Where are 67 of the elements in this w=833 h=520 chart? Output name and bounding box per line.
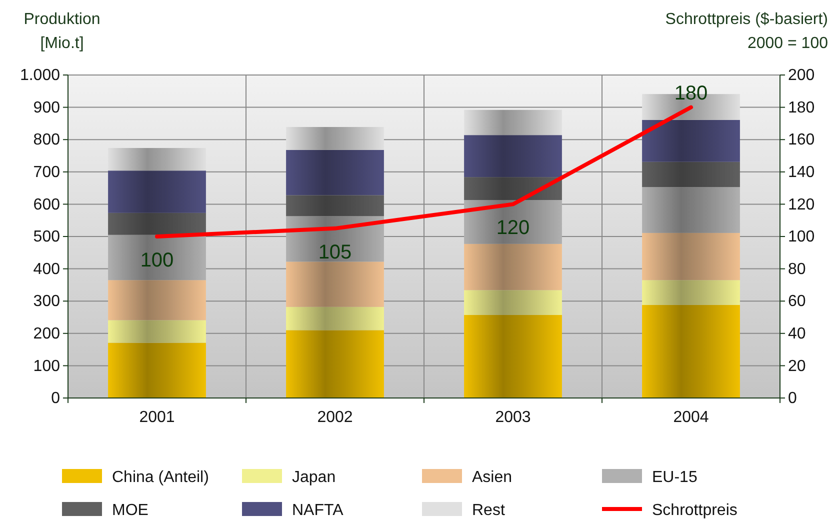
- legend-label: China (Anteil): [112, 469, 209, 486]
- y-tick-label: 800: [33, 132, 60, 149]
- y2-tick-label: 0: [788, 390, 797, 408]
- y2-tick-label: 160: [788, 132, 815, 149]
- y-axis-title: Produktion [Mio.t]: [24, 11, 100, 52]
- data-label: 120: [496, 217, 530, 240]
- y-tick-label: 700: [33, 164, 60, 182]
- y-tick-label: 900: [33, 99, 60, 116]
- y-tick-label: 400: [33, 260, 60, 278]
- bar: [108, 342, 206, 398]
- bar: [642, 187, 740, 233]
- bar: [464, 135, 562, 178]
- bar: [464, 290, 562, 315]
- data-label: 105: [318, 241, 352, 264]
- x-tick-label: 2001: [139, 408, 175, 426]
- legend-label: Rest: [472, 502, 506, 519]
- bar: [286, 262, 384, 307]
- bar: [464, 110, 562, 136]
- y-tick-label: 600: [33, 196, 60, 214]
- bar: [642, 280, 740, 305]
- x-tick-label: 2002: [317, 408, 353, 426]
- legend-label: Schrottpreis: [652, 502, 738, 519]
- bar: [108, 280, 206, 320]
- y2-tick-label: 80: [788, 260, 806, 278]
- y2-tick-label: 120: [788, 196, 815, 214]
- y2-axis-title: Schrottpreis ($-basiert) 2000 = 100: [665, 11, 828, 52]
- bar: [464, 314, 562, 398]
- data-label: 100: [140, 250, 174, 272]
- legend-label: Asien: [472, 469, 512, 486]
- y2-tick-label: 100: [788, 228, 815, 246]
- bar: [642, 232, 740, 280]
- bar: [642, 162, 740, 188]
- bar: [464, 177, 562, 200]
- legend-label: Japan: [292, 469, 336, 486]
- data-label: 180: [674, 82, 708, 104]
- y-tick-label: 1.000: [20, 67, 60, 84]
- y2-tick-label: 40: [788, 326, 806, 343]
- bar: [286, 127, 384, 150]
- x-tick-label: 2004: [673, 408, 709, 426]
- y-tick-label: 500: [33, 228, 60, 246]
- y2-tick-label: 60: [788, 293, 806, 310]
- y2-tick-label: 20: [788, 358, 806, 375]
- bar: [286, 330, 384, 398]
- legend-label: MOE: [112, 502, 148, 519]
- x-tick-label: 2003: [495, 408, 531, 426]
- bar: [108, 212, 206, 235]
- y-tick-label: 100: [33, 358, 60, 375]
- y-tick-label: 0: [51, 390, 60, 408]
- line-series: [155, 105, 693, 238]
- legend-label: EU-15: [652, 469, 698, 486]
- bar: [642, 120, 740, 162]
- bar: [464, 244, 562, 290]
- y2-tick-label: 140: [788, 164, 815, 182]
- bar: [108, 234, 206, 280]
- bar: [642, 304, 740, 398]
- y2-tick-label: 180: [788, 99, 815, 116]
- bar: [286, 306, 384, 330]
- bar: [286, 195, 384, 216]
- bar: [286, 150, 384, 196]
- y-tick-label: 200: [33, 326, 60, 343]
- y2-tick-label: 200: [788, 67, 815, 84]
- bar: [108, 148, 206, 171]
- bar: [108, 170, 206, 213]
- bar: [464, 200, 562, 244]
- bar: [108, 320, 206, 343]
- y-tick-label: 300: [33, 293, 60, 310]
- legend-label: NAFTA: [292, 502, 344, 519]
